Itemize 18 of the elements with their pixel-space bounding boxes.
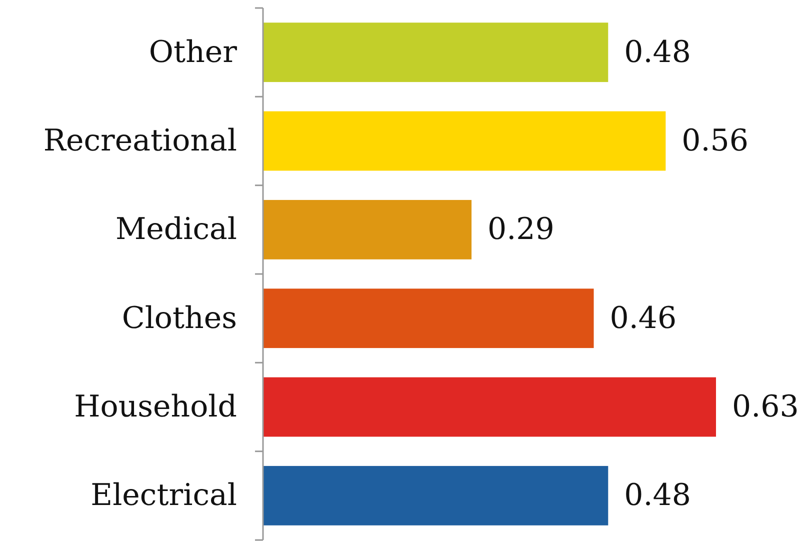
y-tick-label: Other [148,34,238,70]
data-label: 0.46 [610,300,677,336]
data-label: 0.48 [624,478,691,514]
bar [263,200,472,260]
y-tick-label: Recreational [43,124,237,158]
data-label: 0.48 [624,34,691,70]
bar [263,466,608,526]
bar [263,111,666,171]
y-tick-label: Electrical [90,478,237,514]
y-tick-label: Clothes [122,300,237,336]
data-label: 0.63 [732,390,799,424]
y-tick-label: Medical [115,212,237,248]
data-label: 0.29 [488,212,554,248]
data-label: 0.56 [682,124,748,158]
bar [263,22,608,82]
y-tick-label: Household [74,390,237,424]
bar [263,377,716,437]
bar [263,288,594,348]
